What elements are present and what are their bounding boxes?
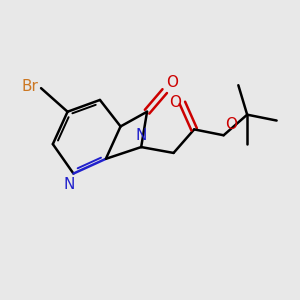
Text: N: N (136, 128, 147, 142)
Text: O: O (166, 75, 178, 90)
Text: O: O (169, 95, 181, 110)
Text: O: O (225, 117, 237, 132)
Text: N: N (63, 177, 75, 192)
Text: Br: Br (21, 79, 38, 94)
